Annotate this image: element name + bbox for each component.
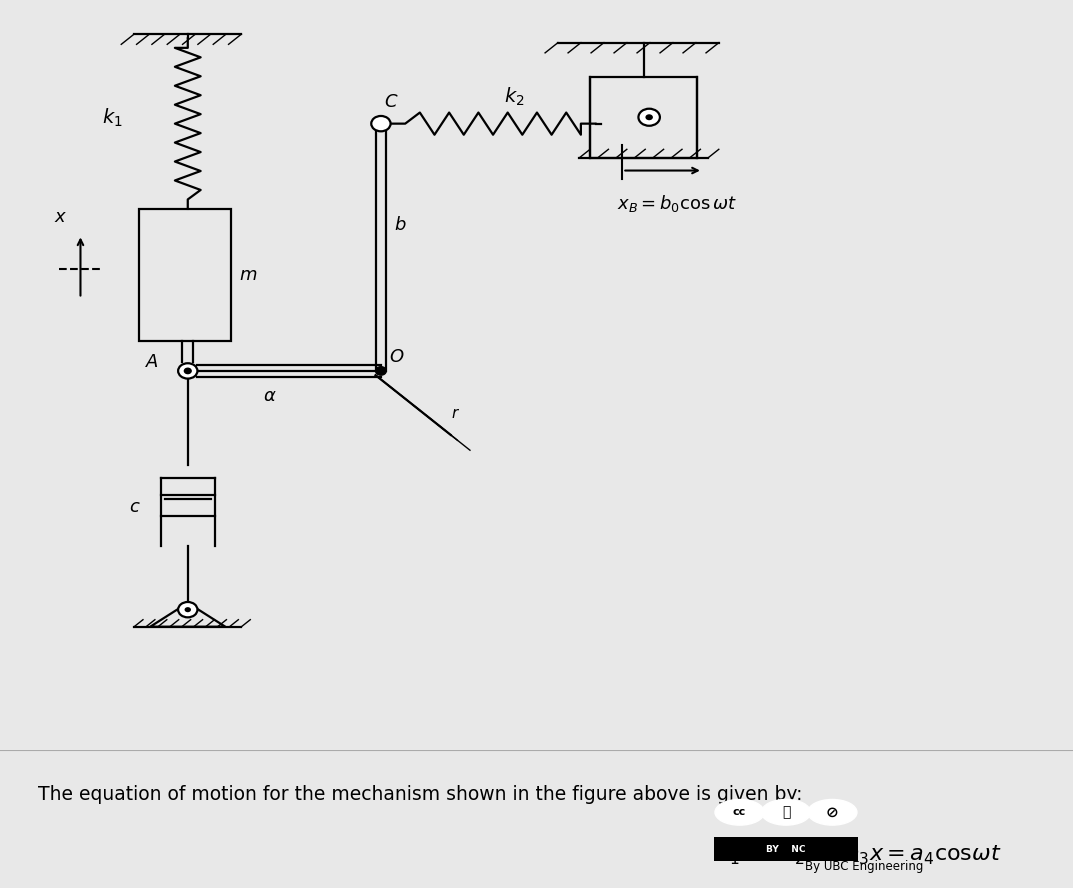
Circle shape xyxy=(646,115,653,120)
Text: $C$: $C$ xyxy=(384,92,399,111)
Text: $b$: $b$ xyxy=(394,216,407,234)
Circle shape xyxy=(185,369,191,374)
Text: $k_1$: $k_1$ xyxy=(102,107,122,129)
Circle shape xyxy=(715,799,764,825)
Text: $r$: $r$ xyxy=(451,407,459,421)
Text: $x_B=b_0\mathrm{cos}\,\omega t$: $x_B=b_0\mathrm{cos}\,\omega t$ xyxy=(617,193,737,214)
Text: $x$: $x$ xyxy=(54,208,67,226)
Circle shape xyxy=(808,799,857,825)
Text: $O$: $O$ xyxy=(389,348,405,367)
Text: $k_2$: $k_2$ xyxy=(504,85,525,107)
Text: $\alpha$: $\alpha$ xyxy=(263,387,277,405)
Text: By UBC Engineering: By UBC Engineering xyxy=(805,860,923,873)
Circle shape xyxy=(185,607,191,612)
Circle shape xyxy=(178,602,197,617)
Circle shape xyxy=(178,363,197,378)
Text: ⓘ: ⓘ xyxy=(782,805,790,820)
Text: $c$: $c$ xyxy=(129,497,141,516)
Bar xyxy=(139,209,231,341)
Text: $m$: $m$ xyxy=(239,266,258,284)
Bar xyxy=(590,76,697,158)
Circle shape xyxy=(762,799,810,825)
Circle shape xyxy=(376,367,386,376)
Text: BY    NC: BY NC xyxy=(766,844,806,853)
Text: ⊘: ⊘ xyxy=(826,805,839,820)
Text: The equation of motion for the mechanism shown in the figure above is given by:: The equation of motion for the mechanism… xyxy=(38,785,802,804)
Text: $a_1\ddot{x} + a_2\dot{x} + a_3x = a_4\mathrm{cos}\omega t$: $a_1\ddot{x} + a_2\dot{x} + a_3x = a_4\m… xyxy=(716,840,1001,867)
Text: $A$: $A$ xyxy=(145,353,159,370)
Text: cc: cc xyxy=(733,807,746,817)
Bar xyxy=(714,837,858,861)
Circle shape xyxy=(638,108,660,126)
Circle shape xyxy=(371,116,391,131)
